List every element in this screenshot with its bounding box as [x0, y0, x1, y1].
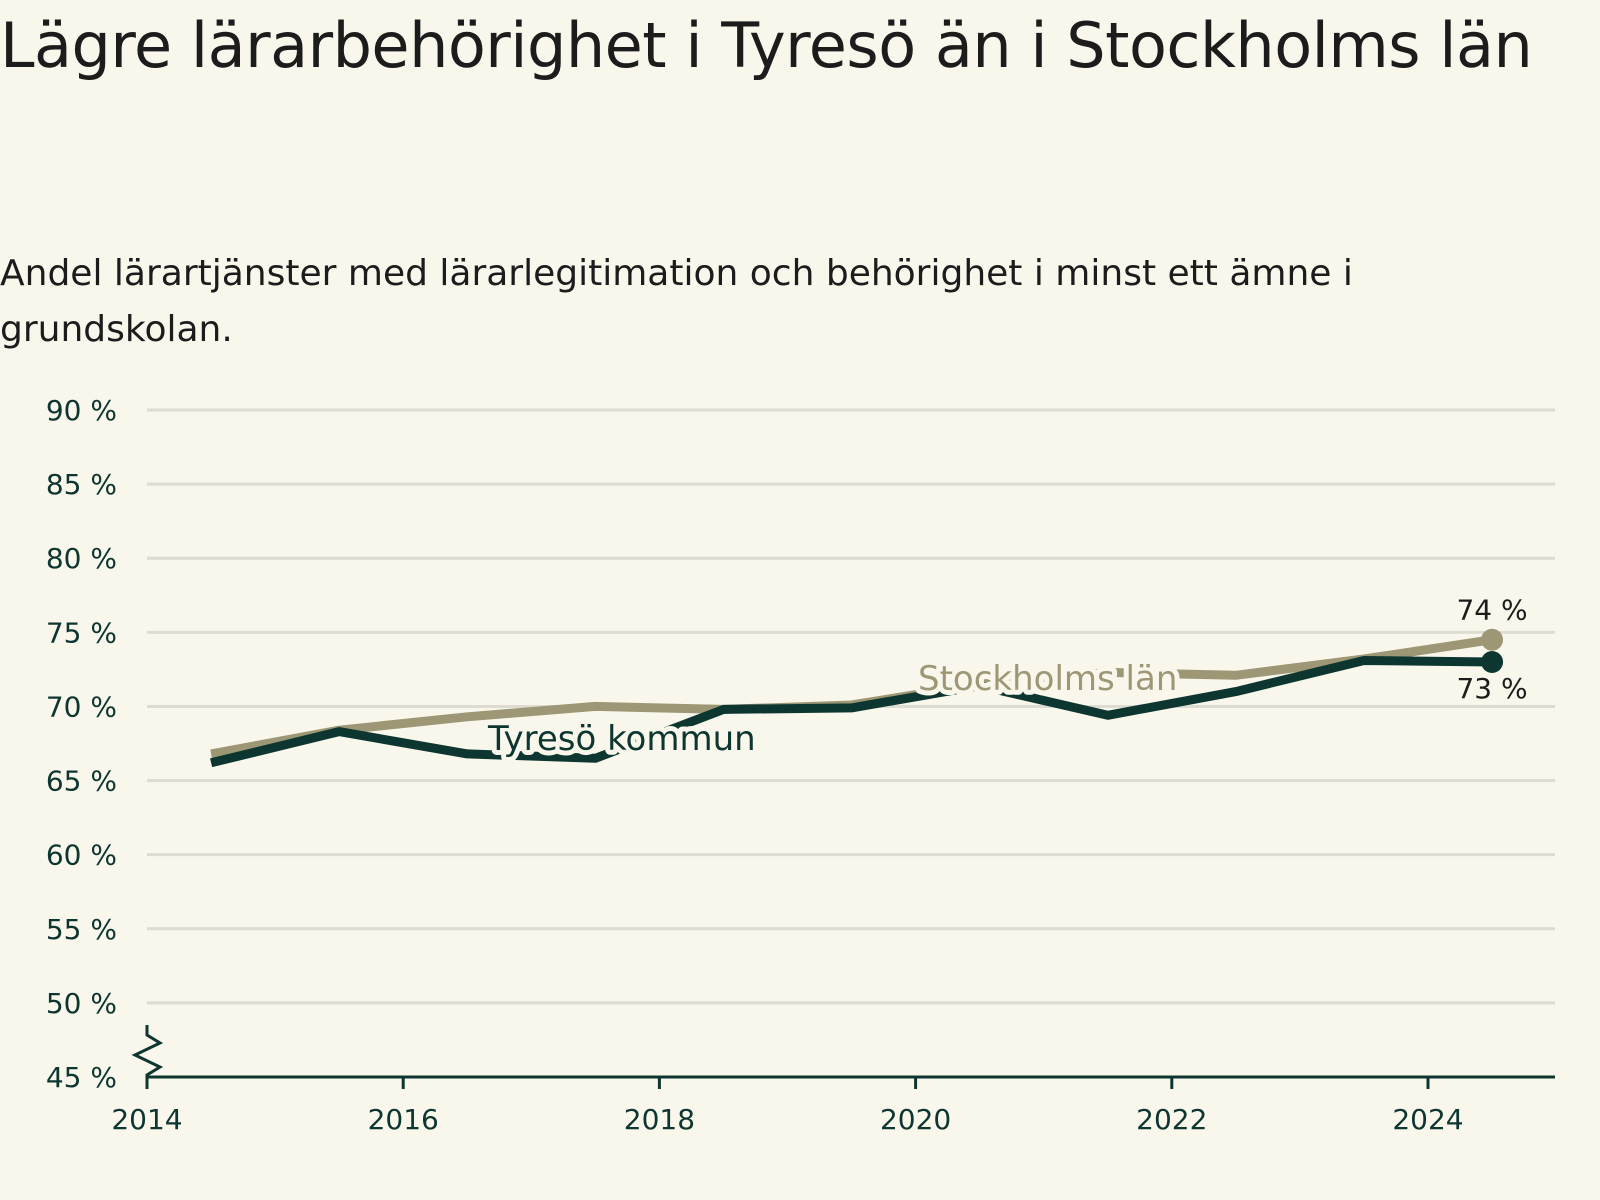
tyreso-series-label: Tyresö kommun [487, 719, 756, 759]
stockholm-end-point [1481, 628, 1504, 651]
x-tick-label: 2018 [624, 1103, 695, 1136]
y-tick-label: 85 % [46, 468, 117, 501]
y-tick-label: 50 % [46, 987, 117, 1020]
series-labels: 74 % 73 % Stockholms län Tyresö kommun [482, 594, 1528, 764]
y-tick-label: 55 % [46, 913, 117, 946]
x-axis: 2014 2016 2018 2020 2022 2024 [111, 1075, 1555, 1136]
y-tick-label: 90 % [46, 394, 117, 427]
x-tick-label: 2022 [1136, 1103, 1207, 1136]
y-tick-label: 45 % [46, 1061, 117, 1094]
y-tick-label: 75 % [46, 616, 117, 649]
end-value-label: 73 % [1456, 672, 1527, 705]
y-axis: 45 % 50 % 55 % 60 % 65 % 70 % 75 % 80 % 85 % 90 % [46, 394, 164, 1094]
x-tick-label: 2014 [111, 1103, 182, 1136]
y-tick-label: 65 % [46, 765, 117, 798]
y-tick-label: 70 % [46, 690, 117, 723]
end-value-label: 74 % [1456, 594, 1527, 627]
y-tick-label: 60 % [46, 839, 117, 872]
chart-title: Lägre lärarbehörighet i Tyresö än i Stoc… [0, 9, 1533, 82]
y-axis-break [131, 1025, 164, 1077]
x-tick-label: 2024 [1392, 1103, 1463, 1136]
tyreso-end-point [1481, 650, 1504, 673]
chart-subtitle: Andel lärartjänster med lärarlegitimatio… [0, 253, 1353, 350]
x-tick-label: 2016 [368, 1103, 439, 1136]
series-lines [210, 628, 1504, 768]
tyreso-line [210, 656, 1493, 768]
x-tick-label: 2020 [880, 1103, 951, 1136]
stockholm-series-label: Stockholms län [918, 659, 1177, 699]
y-tick-label: 80 % [46, 542, 117, 575]
stockholm-line [210, 635, 1493, 759]
